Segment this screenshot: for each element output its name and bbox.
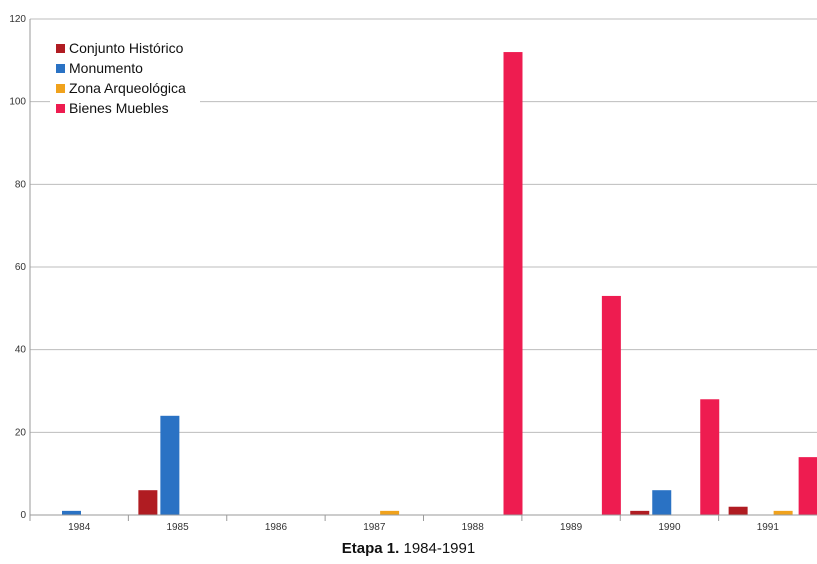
legend-label: Conjunto Histórico [69,40,184,56]
bar [380,510,400,515]
caption-label: Etapa 1. [341,540,400,557]
y-tick-label: 40 [15,345,27,356]
legend-label: Bienes Muebles [69,100,169,116]
bar [798,457,817,515]
bar [601,295,621,515]
bar [503,52,523,516]
bars [62,52,817,516]
legend-swatch [56,44,65,53]
y-tick-label: 20 [15,427,27,438]
legend-box [50,36,200,122]
x-tick-label: 1991 [757,522,780,533]
legend-swatch [56,104,65,113]
y-tick-label: 120 [9,14,26,25]
bar [138,490,158,515]
bar [728,506,748,515]
x-tick-label: 1990 [658,522,681,533]
x-tick-label: 1988 [462,522,485,533]
bar-chart: 0 20 40 60 80 100 120 1984 1985 1986 1987 1988 1989… [9,14,817,533]
figure-caption: Etapa 1. 1984-1991 [0,540,817,557]
legend-swatch [56,64,65,73]
x-axis: 1984 1985 1986 1987 1988 1989 1990 1991 [29,514,817,533]
x-tick-label: 1987 [363,522,386,533]
bar [160,415,180,515]
y-tick-label: 0 [20,510,26,521]
legend-swatch [56,84,65,93]
x-tick-label: 1985 [166,522,189,533]
bar [62,510,81,515]
x-tick-label: 1989 [560,522,583,533]
x-tick-label: 1984 [68,522,91,533]
bar [652,490,672,515]
bar [630,510,650,515]
bar [773,510,793,515]
legend-label: Monumento [69,60,143,76]
y-tick-label: 100 [9,97,26,108]
y-axis: 0 20 40 60 80 100 120 [9,14,31,521]
bar [700,399,720,515]
y-tick-label: 80 [15,179,27,190]
legend-label: Zona Arqueológica [69,80,186,96]
y-tick-label: 60 [15,262,27,273]
x-tick-label: 1986 [265,522,288,533]
legend: Conjunto Histórico Monumento Zona Arqueoló… [50,36,200,122]
caption-range: 1984-1991 [399,540,476,557]
